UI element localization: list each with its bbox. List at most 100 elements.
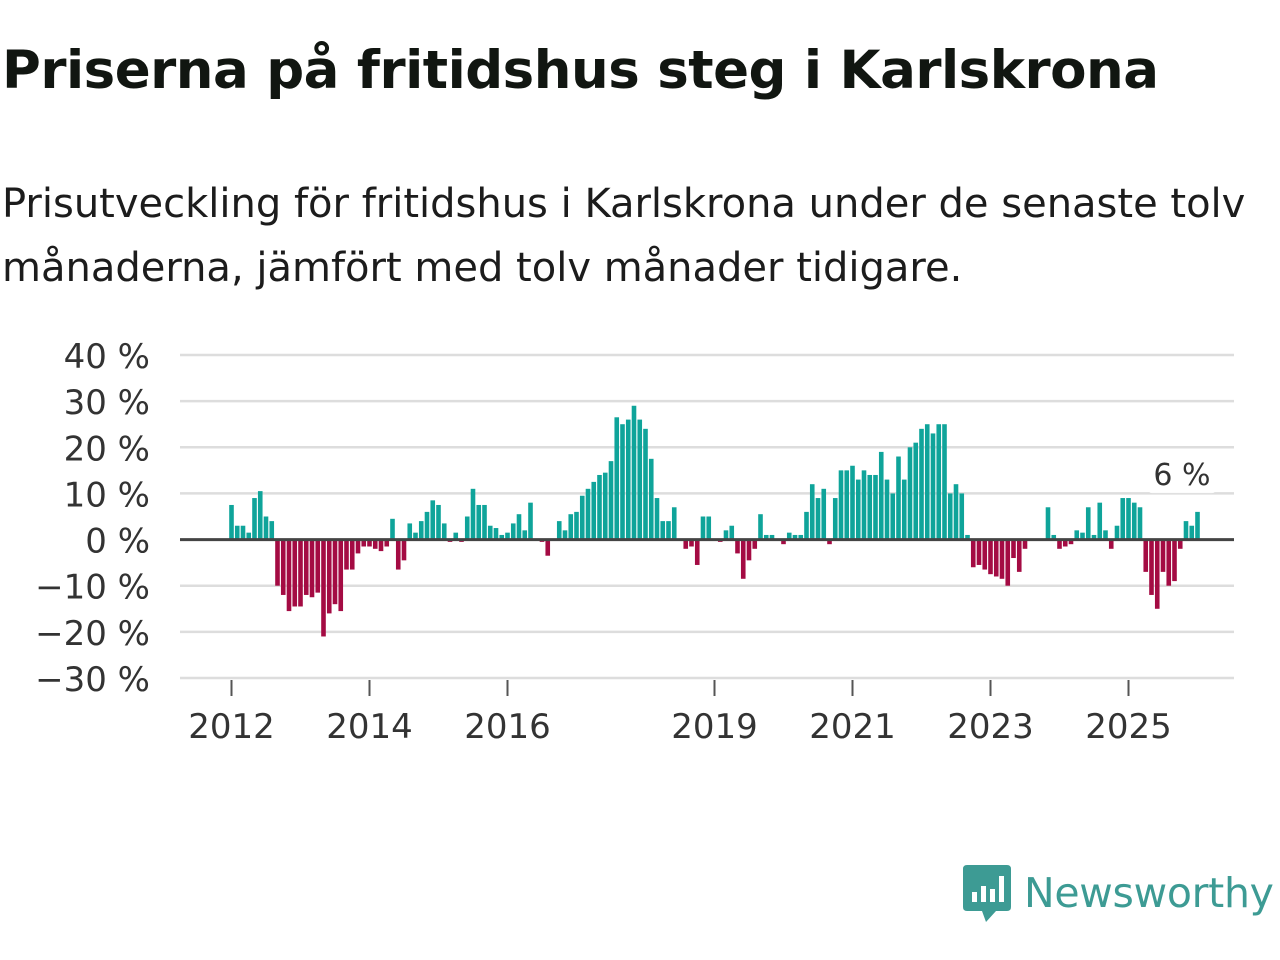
bar [827, 539, 832, 545]
bar [1160, 539, 1166, 572]
bar [597, 474, 602, 540]
bar [660, 521, 666, 540]
chart-title: Priserna på fritidshus steg i Karlskrona [2, 40, 1159, 101]
bar [424, 511, 430, 540]
bar [982, 539, 988, 570]
bar [482, 504, 487, 540]
x-tick-label: 2025 [1085, 707, 1172, 747]
bar [470, 488, 476, 540]
bar [625, 419, 631, 540]
bar [838, 470, 844, 540]
bar [792, 534, 798, 540]
bar [522, 530, 528, 540]
bar [752, 539, 758, 549]
bar [240, 525, 246, 540]
bar [1131, 502, 1137, 540]
bar [407, 523, 413, 540]
chart-annotation: 6 % [1148, 458, 1216, 494]
bar [280, 539, 286, 595]
bar [355, 539, 361, 554]
x-axis: 2012 2014 2016 2019 2021 2023 2025 [188, 680, 1172, 747]
bar [637, 419, 643, 540]
bar [694, 539, 700, 565]
bar [464, 516, 470, 540]
bar [579, 495, 585, 540]
bar [436, 504, 441, 540]
bar [229, 504, 234, 540]
bar [1126, 498, 1131, 540]
bar [919, 428, 924, 540]
bar [286, 539, 292, 612]
x-tick-label: 2012 [188, 707, 275, 747]
bar [1172, 539, 1177, 582]
bar [1149, 539, 1154, 595]
x-tick-label: 2023 [947, 707, 1034, 747]
bar [269, 521, 275, 540]
bar [493, 528, 499, 540]
bar [338, 539, 344, 612]
bar [1166, 539, 1172, 586]
bar [815, 498, 821, 540]
bar [1137, 507, 1143, 540]
bar [723, 530, 729, 540]
bar [263, 516, 269, 540]
bar [505, 532, 510, 540]
bar [936, 424, 942, 540]
brand-name: Newsworthy [1024, 869, 1274, 917]
bar [574, 511, 579, 540]
bar [1154, 539, 1160, 609]
bar [786, 532, 792, 540]
bar [631, 405, 637, 540]
bar [746, 539, 752, 561]
bar [896, 456, 901, 540]
bar [890, 493, 896, 540]
bar [257, 491, 263, 540]
bar [602, 472, 608, 540]
bar [729, 525, 735, 540]
bar [620, 424, 625, 540]
bar [976, 539, 982, 565]
x-tick-label: 2014 [326, 707, 413, 747]
y-tick-label: −30 % [35, 660, 150, 700]
bar [476, 504, 482, 540]
bar [798, 534, 804, 540]
bar [1114, 525, 1120, 540]
y-axis: 40 % 30 % 20 % 10 % 0 % −10 % −20 % −30 % [35, 337, 150, 700]
bar [683, 539, 689, 549]
bar [326, 539, 332, 614]
y-tick-label: 40 % [64, 337, 150, 377]
bar [568, 514, 574, 540]
bar [1195, 511, 1200, 540]
y-tick-label: −20 % [35, 614, 150, 654]
bar [367, 539, 372, 547]
bar [298, 539, 303, 607]
bar [1080, 532, 1085, 540]
bar [545, 539, 551, 556]
bar [809, 484, 815, 540]
bar [361, 539, 367, 547]
bar [234, 525, 240, 540]
bar [430, 500, 436, 540]
bar [999, 539, 1005, 579]
bar [821, 488, 827, 540]
bar [970, 539, 976, 568]
bar [1062, 539, 1068, 547]
bar [654, 498, 660, 540]
bar [666, 521, 671, 540]
bar [947, 493, 953, 540]
bar [924, 424, 930, 540]
bar [585, 488, 591, 540]
bar [246, 532, 252, 540]
bar [332, 539, 338, 605]
bar [1068, 539, 1074, 545]
bar [608, 461, 614, 540]
bar [418, 521, 424, 540]
bar [1108, 539, 1114, 549]
bar [884, 479, 890, 540]
bar [528, 502, 533, 540]
bar [1120, 498, 1126, 540]
bar [959, 493, 965, 540]
bar [740, 539, 746, 579]
bar [942, 424, 947, 540]
y-tick-label: 0 % [85, 522, 150, 562]
